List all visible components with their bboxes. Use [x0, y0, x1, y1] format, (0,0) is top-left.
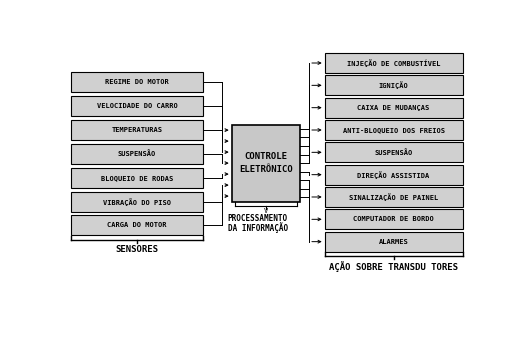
Bar — [324, 120, 463, 140]
Bar — [324, 165, 463, 185]
Bar — [324, 75, 463, 95]
Text: DA INFORMAÇÃO: DA INFORMAÇÃO — [228, 222, 288, 233]
Bar — [231, 125, 300, 202]
Text: COMPUTADOR DE BORDO: COMPUTADOR DE BORDO — [353, 216, 434, 222]
Text: SINALIZAÇÃO DE PAINEL: SINALIZAÇÃO DE PAINEL — [349, 193, 438, 201]
Text: SUSPENSÃO: SUSPENSÃO — [118, 151, 156, 157]
Text: ANTI-BLOQUEIO DOS FREIOS: ANTI-BLOQUEIO DOS FREIOS — [343, 127, 445, 133]
Text: REGIME DO MOTOR: REGIME DO MOTOR — [105, 79, 169, 85]
Text: SENSORES: SENSORES — [115, 245, 159, 254]
Text: SUSPENSÃO: SUSPENSÃO — [374, 149, 413, 156]
Bar — [324, 142, 463, 162]
Text: ALARMES: ALARMES — [379, 239, 409, 245]
Text: IGNIÇÃO: IGNIÇÃO — [379, 81, 409, 89]
Text: PROCESSAMENTO: PROCESSAMENTO — [228, 214, 288, 223]
Bar — [71, 72, 203, 92]
Text: CONTROLE: CONTROLE — [244, 153, 287, 161]
Bar — [324, 53, 463, 73]
Bar — [324, 209, 463, 229]
Text: V: V — [264, 208, 268, 214]
Text: CAIXA DE MUDANÇAS: CAIXA DE MUDANÇAS — [357, 105, 430, 111]
Text: TEMPERATURAS: TEMPERATURAS — [112, 127, 163, 133]
Text: AÇÃO SOBRE TRANSDU TORES: AÇÃO SOBRE TRANSDU TORES — [329, 261, 458, 272]
Text: DIREÇÃO ASSISTIDA: DIREÇÃO ASSISTIDA — [357, 171, 430, 179]
Text: ELETRÔNICO: ELETRÔNICO — [239, 165, 293, 174]
Text: INJEÇÃO DE COMBUSTÍVEL: INJEÇÃO DE COMBUSTÍVEL — [347, 59, 440, 67]
Bar — [324, 98, 463, 118]
Bar — [324, 187, 463, 207]
Bar — [71, 120, 203, 140]
Bar — [71, 192, 203, 212]
Bar — [71, 216, 203, 236]
Text: CARGA DO MOTOR: CARGA DO MOTOR — [107, 222, 167, 228]
Text: VELOCIDADE DO CARRO: VELOCIDADE DO CARRO — [97, 103, 177, 109]
Bar — [71, 96, 203, 116]
Bar — [71, 144, 203, 164]
Text: BLOQUEIO DE RODAS: BLOQUEIO DE RODAS — [101, 175, 173, 181]
Bar — [324, 232, 463, 252]
Bar — [71, 168, 203, 188]
Text: VIBRAÇÃO DO PISO: VIBRAÇÃO DO PISO — [103, 198, 171, 205]
